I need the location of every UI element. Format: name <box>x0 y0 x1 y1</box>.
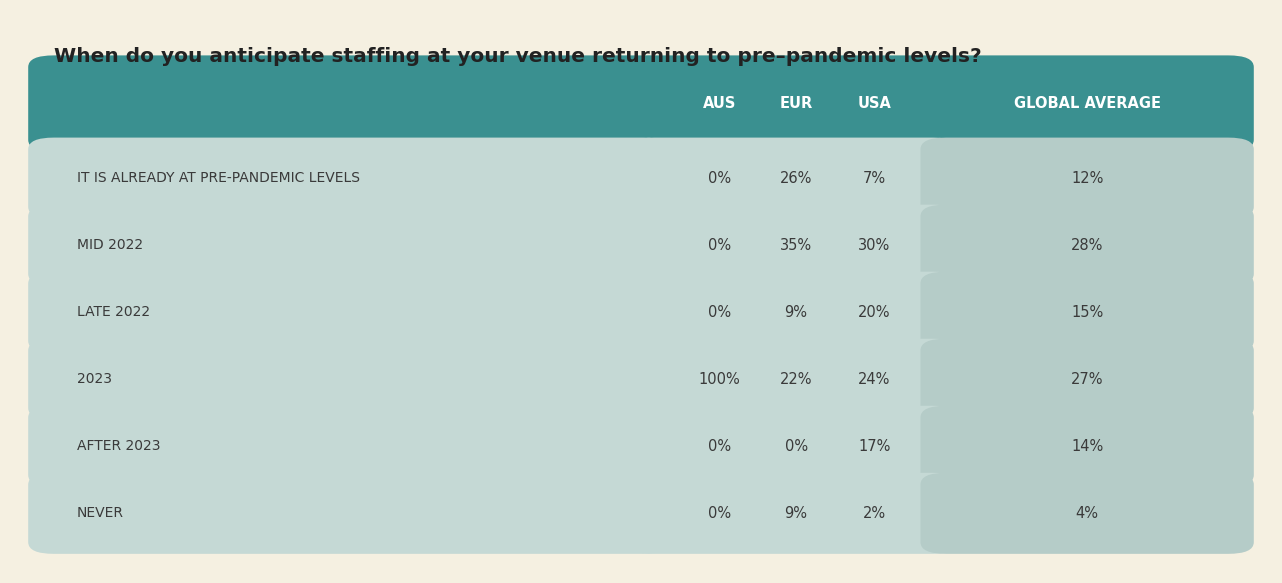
Text: 17%: 17% <box>858 439 891 454</box>
FancyBboxPatch shape <box>28 272 669 353</box>
FancyBboxPatch shape <box>920 55 1254 152</box>
Text: EUR: EUR <box>779 96 813 111</box>
FancyBboxPatch shape <box>920 473 1254 554</box>
Text: LATE 2022: LATE 2022 <box>77 305 150 319</box>
Text: 0%: 0% <box>708 171 731 185</box>
Text: 0%: 0% <box>708 238 731 252</box>
Text: 0%: 0% <box>785 439 808 454</box>
FancyBboxPatch shape <box>628 205 959 286</box>
Text: 24%: 24% <box>858 372 891 387</box>
Text: 100%: 100% <box>699 372 740 387</box>
FancyBboxPatch shape <box>920 339 1254 420</box>
Text: 9%: 9% <box>785 506 808 521</box>
FancyBboxPatch shape <box>920 406 1254 487</box>
Text: 27%: 27% <box>1070 372 1104 387</box>
FancyBboxPatch shape <box>28 473 669 554</box>
FancyBboxPatch shape <box>628 138 959 219</box>
Text: 20%: 20% <box>858 305 891 319</box>
Text: 14%: 14% <box>1070 439 1104 454</box>
FancyBboxPatch shape <box>920 205 1254 286</box>
Text: 2%: 2% <box>863 506 886 521</box>
FancyBboxPatch shape <box>628 55 959 152</box>
Text: 15%: 15% <box>1070 305 1104 319</box>
Text: 9%: 9% <box>785 305 808 319</box>
Text: When do you anticipate staffing at your venue returning to pre–pandemic levels?: When do you anticipate staffing at your … <box>54 47 982 66</box>
Text: AFTER 2023: AFTER 2023 <box>77 439 160 454</box>
Text: 30%: 30% <box>858 238 891 252</box>
Text: 0%: 0% <box>708 506 731 521</box>
Text: 2023: 2023 <box>77 372 112 387</box>
Text: 4%: 4% <box>1076 506 1099 521</box>
Text: MID 2022: MID 2022 <box>77 238 144 252</box>
Text: IT IS ALREADY AT PRE-PANDEMIC LEVELS: IT IS ALREADY AT PRE-PANDEMIC LEVELS <box>77 171 360 185</box>
Text: NEVER: NEVER <box>77 506 124 521</box>
FancyBboxPatch shape <box>28 205 669 286</box>
FancyBboxPatch shape <box>28 406 669 487</box>
FancyBboxPatch shape <box>920 138 1254 219</box>
Text: 26%: 26% <box>779 171 813 185</box>
Text: 28%: 28% <box>1070 238 1104 252</box>
FancyBboxPatch shape <box>628 272 959 353</box>
FancyBboxPatch shape <box>28 138 669 219</box>
FancyBboxPatch shape <box>28 55 669 152</box>
Text: USA: USA <box>858 96 891 111</box>
FancyBboxPatch shape <box>628 339 959 420</box>
FancyBboxPatch shape <box>920 272 1254 353</box>
Text: 7%: 7% <box>863 171 886 185</box>
Text: 0%: 0% <box>708 439 731 454</box>
Text: GLOBAL AVERAGE: GLOBAL AVERAGE <box>1014 96 1160 111</box>
FancyBboxPatch shape <box>628 406 959 487</box>
Text: 12%: 12% <box>1070 171 1104 185</box>
Text: 22%: 22% <box>779 372 813 387</box>
FancyBboxPatch shape <box>28 339 669 420</box>
FancyBboxPatch shape <box>628 473 959 554</box>
Text: 35%: 35% <box>779 238 813 252</box>
Text: AUS: AUS <box>703 96 736 111</box>
Text: 0%: 0% <box>708 305 731 319</box>
